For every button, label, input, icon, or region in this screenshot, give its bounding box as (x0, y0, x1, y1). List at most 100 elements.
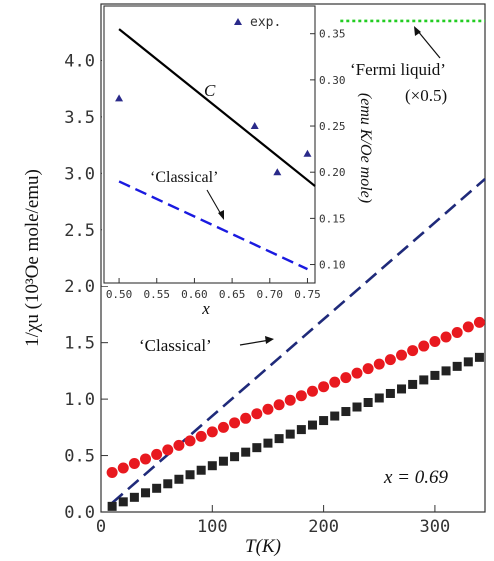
main-y-tick-label: 0.0 (64, 503, 95, 523)
data-point-circle (162, 444, 174, 456)
main-y-tick-label: 1.0 (64, 390, 95, 410)
data-point-square (363, 397, 373, 407)
inset-label-classical: ‘Classical’ (150, 169, 218, 186)
data-point-circle (273, 399, 285, 411)
data-point-circle (384, 354, 396, 366)
data-point-square (441, 366, 451, 376)
data-point-circle (117, 462, 129, 474)
data-point-square (207, 461, 217, 471)
data-point-circle (184, 435, 196, 447)
data-point-square (185, 470, 195, 480)
data-point-circle (318, 381, 330, 393)
data-point-square (341, 407, 351, 417)
annotation-composition: x = 0.69 (383, 467, 449, 488)
inset-y-axis-label: (emu K/Oe mole) (357, 93, 374, 203)
inset-label-c: C (204, 81, 216, 100)
inset-x-tick-label: 0.75 (294, 288, 321, 301)
data-point-circle (396, 349, 408, 361)
inset-y-tick-label: 0.10 (319, 259, 346, 272)
data-point-circle (306, 385, 318, 397)
data-point-circle (340, 372, 352, 384)
inset-x-tick-label: 0.60 (181, 288, 208, 301)
data-point-square (463, 357, 473, 367)
data-point-circle (362, 363, 374, 375)
inset-y-tick-label: 0.30 (319, 74, 346, 87)
main-series (106, 316, 485, 511)
annotation-fermi-liquid: ‘Fermi liquid’ (350, 60, 446, 79)
data-point-circle (217, 421, 229, 433)
data-point-square (252, 443, 262, 453)
inset-y-tick-label: 0.35 (319, 28, 346, 41)
data-point-circle (373, 358, 385, 370)
data-point-circle (462, 321, 474, 333)
data-point-circle (151, 448, 163, 460)
data-point-circle (206, 426, 218, 438)
data-point-circle (195, 430, 207, 442)
data-point-square (129, 492, 139, 502)
data-point-square (230, 452, 240, 462)
data-point-circle (262, 403, 274, 415)
arrow-classical-main (239, 336, 274, 346)
data-point-square (196, 465, 206, 475)
data-point-circle (418, 340, 430, 352)
data-point-square (152, 483, 162, 493)
data-point-circle (473, 316, 485, 328)
inset-legend: exp. (234, 15, 281, 30)
data-point-square (218, 456, 228, 466)
data-point-square (397, 384, 407, 394)
inset-exp-point (115, 94, 124, 102)
inset-plot-frame (103, 5, 316, 284)
data-point-square (285, 429, 295, 439)
inset-x-tick-label: 0.55 (144, 288, 171, 301)
data-point-circle (173, 439, 185, 451)
data-point-circle (429, 336, 441, 348)
main-x-tick-label: 300 (420, 517, 451, 537)
inset-ticks: 0.50 0.55 0.60 0.65 0.70 0.75 0.10 0.15 0.20 0.25… (106, 28, 346, 301)
main-y-tick-label: 3.5 (64, 108, 95, 128)
data-point-circle (106, 466, 118, 478)
main-y-tick-label: 0.5 (64, 447, 95, 467)
data-point-square (141, 488, 151, 498)
arrow-fermi-liquid (414, 26, 441, 59)
main-ticks: 0 100 200 300 0.0 0.5 1.0 1.5 2.0 2.5 3.0 3.5 4.0 (64, 51, 450, 537)
data-point-square (352, 402, 362, 412)
data-point-circle (251, 408, 263, 420)
data-point-square (174, 474, 184, 484)
data-point-circle (240, 412, 252, 424)
main-plot-frame (100, 3, 486, 513)
inset-classical-line (118, 180, 308, 271)
data-point-circle (351, 367, 363, 379)
data-point-square (474, 352, 484, 362)
data-point-square (118, 497, 128, 507)
main-y-tick-label: 4.0 (64, 51, 95, 71)
data-point-circle (407, 345, 419, 357)
data-point-circle (229, 417, 241, 429)
classical-fit-line (111, 177, 486, 504)
inset-legend-label: exp. (250, 15, 281, 30)
inset-x-axis-label: x (201, 299, 210, 318)
main-y-tick-label: 2.0 (64, 277, 95, 297)
inset-y-tick-label: 0.20 (319, 166, 346, 179)
main-lines (111, 19, 486, 504)
data-point-square (330, 411, 340, 421)
annotation-classical-main: ‘Classical’ (139, 336, 212, 355)
inset-x-tick-label: 0.70 (257, 288, 284, 301)
main-x-axis-label: T(K) (245, 536, 281, 557)
data-point-square (107, 501, 117, 511)
data-point-circle (284, 394, 296, 406)
data-point-square (385, 388, 395, 398)
data-point-square (408, 379, 418, 389)
data-point-circle (329, 376, 341, 388)
data-point-square (307, 420, 317, 430)
main-y-axis-label: 1/χu (10³Oe mole/emu) (22, 169, 43, 347)
data-point-square (419, 375, 429, 385)
data-point-square (163, 479, 173, 489)
data-point-square (274, 434, 284, 444)
inset-c-line (118, 28, 316, 187)
data-point-square (430, 370, 440, 380)
inset-x-tick-label: 0.65 (219, 288, 246, 301)
data-point-square (296, 425, 306, 435)
data-point-circle (140, 453, 152, 465)
data-point-circle (295, 390, 307, 402)
